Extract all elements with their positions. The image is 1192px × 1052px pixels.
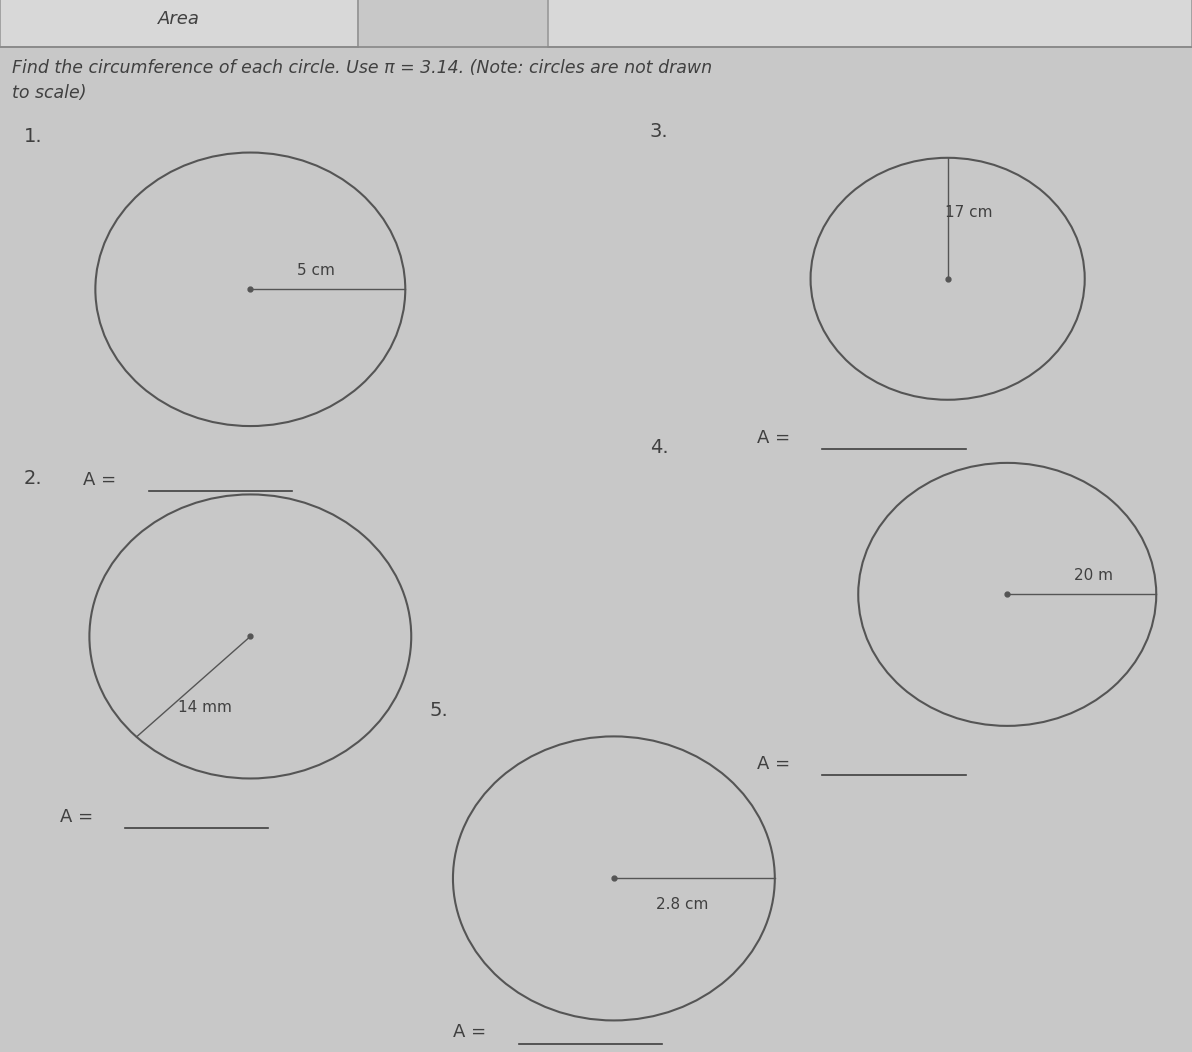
Text: Area: Area <box>157 9 200 28</box>
Text: 20 m: 20 m <box>1074 568 1113 583</box>
Text: 1.: 1. <box>24 127 43 146</box>
Text: 14 mm: 14 mm <box>179 701 232 715</box>
Text: to scale): to scale) <box>12 83 86 102</box>
Text: 2.8 cm: 2.8 cm <box>657 897 708 912</box>
Text: Find the circumference of each circle. Use π = 3.14. (Note: circles are not draw: Find the circumference of each circle. U… <box>12 59 712 78</box>
Text: 3.: 3. <box>650 122 669 141</box>
Text: 17 cm: 17 cm <box>945 205 993 220</box>
Text: 2.: 2. <box>24 469 43 488</box>
Text: A =: A = <box>60 808 93 826</box>
Text: 5.: 5. <box>429 701 448 720</box>
Text: 5 cm: 5 cm <box>297 263 335 278</box>
FancyBboxPatch shape <box>0 0 358 47</box>
Text: A =: A = <box>757 429 790 447</box>
Text: A =: A = <box>757 755 790 773</box>
Text: 4.: 4. <box>650 438 669 457</box>
Text: A =: A = <box>453 1024 486 1041</box>
Text: A =: A = <box>83 471 117 489</box>
FancyBboxPatch shape <box>548 0 1192 47</box>
